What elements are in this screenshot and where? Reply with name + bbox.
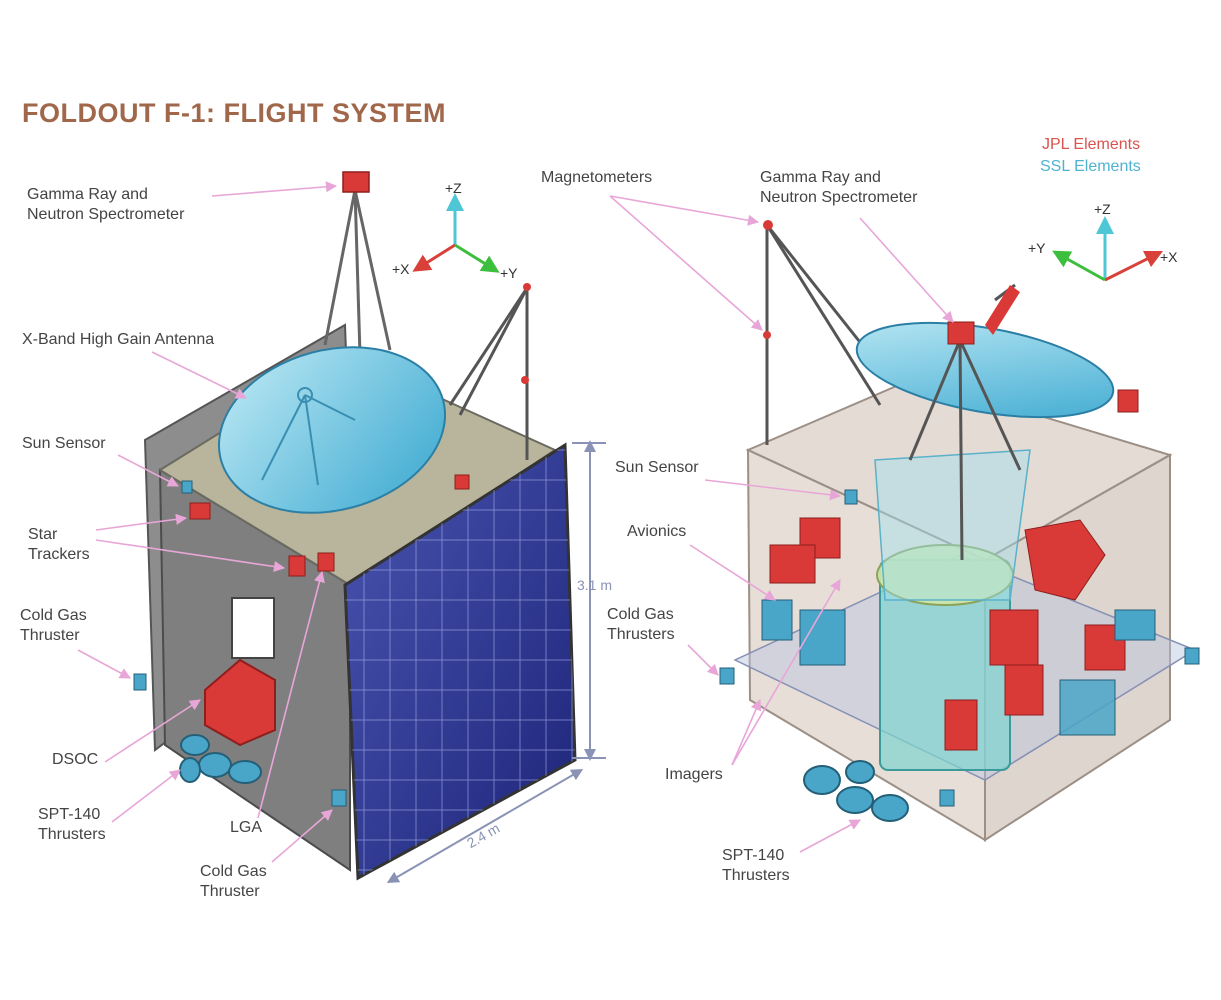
left-grns-instrument — [342, 171, 370, 193]
left-label-sun-sensor: Sun Sensor — [22, 435, 106, 452]
left-lga — [317, 552, 335, 572]
right-label-grns: Gamma Ray and Neutron Spectrometer — [760, 168, 917, 208]
left-label-lga: LGA — [230, 819, 263, 836]
left-top-sensor — [454, 474, 470, 490]
left-height-label: 3.1 m — [577, 577, 612, 593]
left-axes-triad — [412, 193, 500, 273]
right-label-cold-gas-line1: Cold Gas — [607, 606, 674, 623]
left-label-grns: Gamma Ray and Neutron Spectrometer — [27, 185, 184, 225]
left-spt-thrusters — [179, 734, 262, 784]
right-label-cold-gas-thrusters: Cold Gas Thrusters — [607, 605, 675, 645]
left-label-star-trackers-line1: Star — [28, 526, 58, 543]
left-label-high-gain-antenna: X-Band High Gain Antenna — [22, 331, 215, 348]
left-grns-boom — [323, 189, 392, 356]
right-sun-sensor — [844, 489, 858, 505]
right-label-magnetometers: Magnetometers — [541, 169, 653, 186]
right-axis-z-label: +Z — [1094, 201, 1111, 217]
right-label-grns-line2: Neutron Spectrometer — [760, 189, 918, 206]
left-label-dsoc: DSOC — [52, 751, 99, 768]
right-spacecraft: +Z +X +Y — [719, 201, 1200, 842]
right-cold-gas-thruster-2 — [1184, 647, 1200, 665]
right-spt-thrusters — [803, 760, 909, 822]
left-bus-window — [231, 597, 275, 659]
left-label-cold-gas-thruster-line2: Thruster — [20, 627, 80, 644]
left-magnetometer-boom — [448, 287, 529, 460]
left-label-cold-gas-thruster-line1: Cold Gas — [20, 607, 87, 624]
right-label-spt-line1: SPT-140 — [722, 847, 785, 864]
left-spacecraft: 3.1 m 2.4 m +Z +X +Y — [133, 171, 612, 884]
left-width-label: 2.4 m — [464, 820, 502, 851]
right-ssl-box-3 — [1059, 679, 1116, 736]
left-label-cold-gas-bottom-line1: Cold Gas — [200, 863, 267, 880]
right-antenna-shroud — [874, 449, 1031, 601]
legend-ssl-elements: SSL Elements — [1040, 158, 1141, 175]
right-axis-y-label: +Y — [1028, 240, 1046, 256]
left-label-spt-line1: SPT-140 — [38, 806, 101, 823]
right-label-cold-gas-line2: Thrusters — [607, 626, 675, 643]
left-label-cold-gas-thruster-bottom: Cold Gas Thruster — [200, 862, 267, 902]
right-label-avionics: Avionics — [627, 523, 687, 540]
right-label-spt-thrusters: SPT-140 Thrusters — [722, 846, 790, 886]
right-star-tracker — [1117, 389, 1139, 413]
left-label-grns-line2: Neutron Spectrometer — [27, 206, 185, 223]
right-grns-boom-red — [985, 285, 1020, 335]
dsoc-unit — [204, 658, 276, 747]
right-cold-gas-thruster-3 — [939, 789, 955, 807]
left-antenna-feed — [261, 394, 356, 486]
right-ssl-box-2 — [799, 609, 846, 666]
left-sun-sensor — [181, 480, 193, 494]
right-axes-triad — [1052, 216, 1164, 282]
right-label-imagers: Imagers — [665, 766, 723, 783]
left-high-gain-antenna — [218, 346, 446, 514]
right-ssl-box-1 — [761, 599, 793, 641]
legend-jpl-elements: JPL Elements — [1042, 136, 1141, 153]
left-star-tracker-2 — [288, 555, 306, 577]
left-label-spt-thrusters: SPT-140 Thrusters — [38, 805, 106, 845]
left-label-cold-gas-bottom-line2: Thruster — [200, 883, 260, 900]
right-jpl-box-4 — [944, 699, 978, 751]
right-cold-gas-thruster-1 — [719, 667, 735, 685]
left-width-dimension — [386, 768, 584, 884]
left-star-tracker-1 — [189, 502, 211, 520]
left-axis-z-label: +Z — [445, 180, 462, 196]
right-axis-x-label: +X — [1160, 249, 1178, 265]
right-label-sun-sensor: Sun Sensor — [615, 459, 699, 476]
left-height-dimension — [572, 440, 606, 761]
left-cold-gas-thruster-side — [133, 673, 147, 691]
right-avionics-red-2 — [769, 544, 816, 584]
right-jpl-box-3 — [1004, 664, 1044, 716]
left-cold-gas-thruster-bottom — [331, 789, 347, 807]
left-label-grns-line1: Gamma Ray and — [27, 186, 148, 203]
leader-lines — [77, 181, 954, 863]
left-label-cold-gas-thruster: Cold Gas Thruster — [20, 606, 87, 646]
right-grns-instrument — [947, 321, 975, 345]
right-label-grns-line1: Gamma Ray and — [760, 169, 881, 186]
left-label-star-trackers: Star Trackers — [28, 525, 90, 565]
left-axis-x-label: +X — [392, 261, 410, 277]
right-jpl-box-1 — [1024, 519, 1106, 601]
page-title: FOLDOUT F-1: FLIGHT SYSTEM — [22, 98, 446, 128]
right-label-spt-line2: Thrusters — [722, 867, 790, 884]
right-jpl-box-2 — [989, 609, 1039, 666]
left-axis-y-label: +Y — [500, 265, 518, 281]
left-label-star-trackers-line2: Trackers — [28, 546, 90, 563]
right-antenna-support — [908, 283, 1022, 561]
left-label-spt-line2: Thrusters — [38, 826, 106, 843]
right-ssl-box-4 — [1114, 609, 1156, 641]
